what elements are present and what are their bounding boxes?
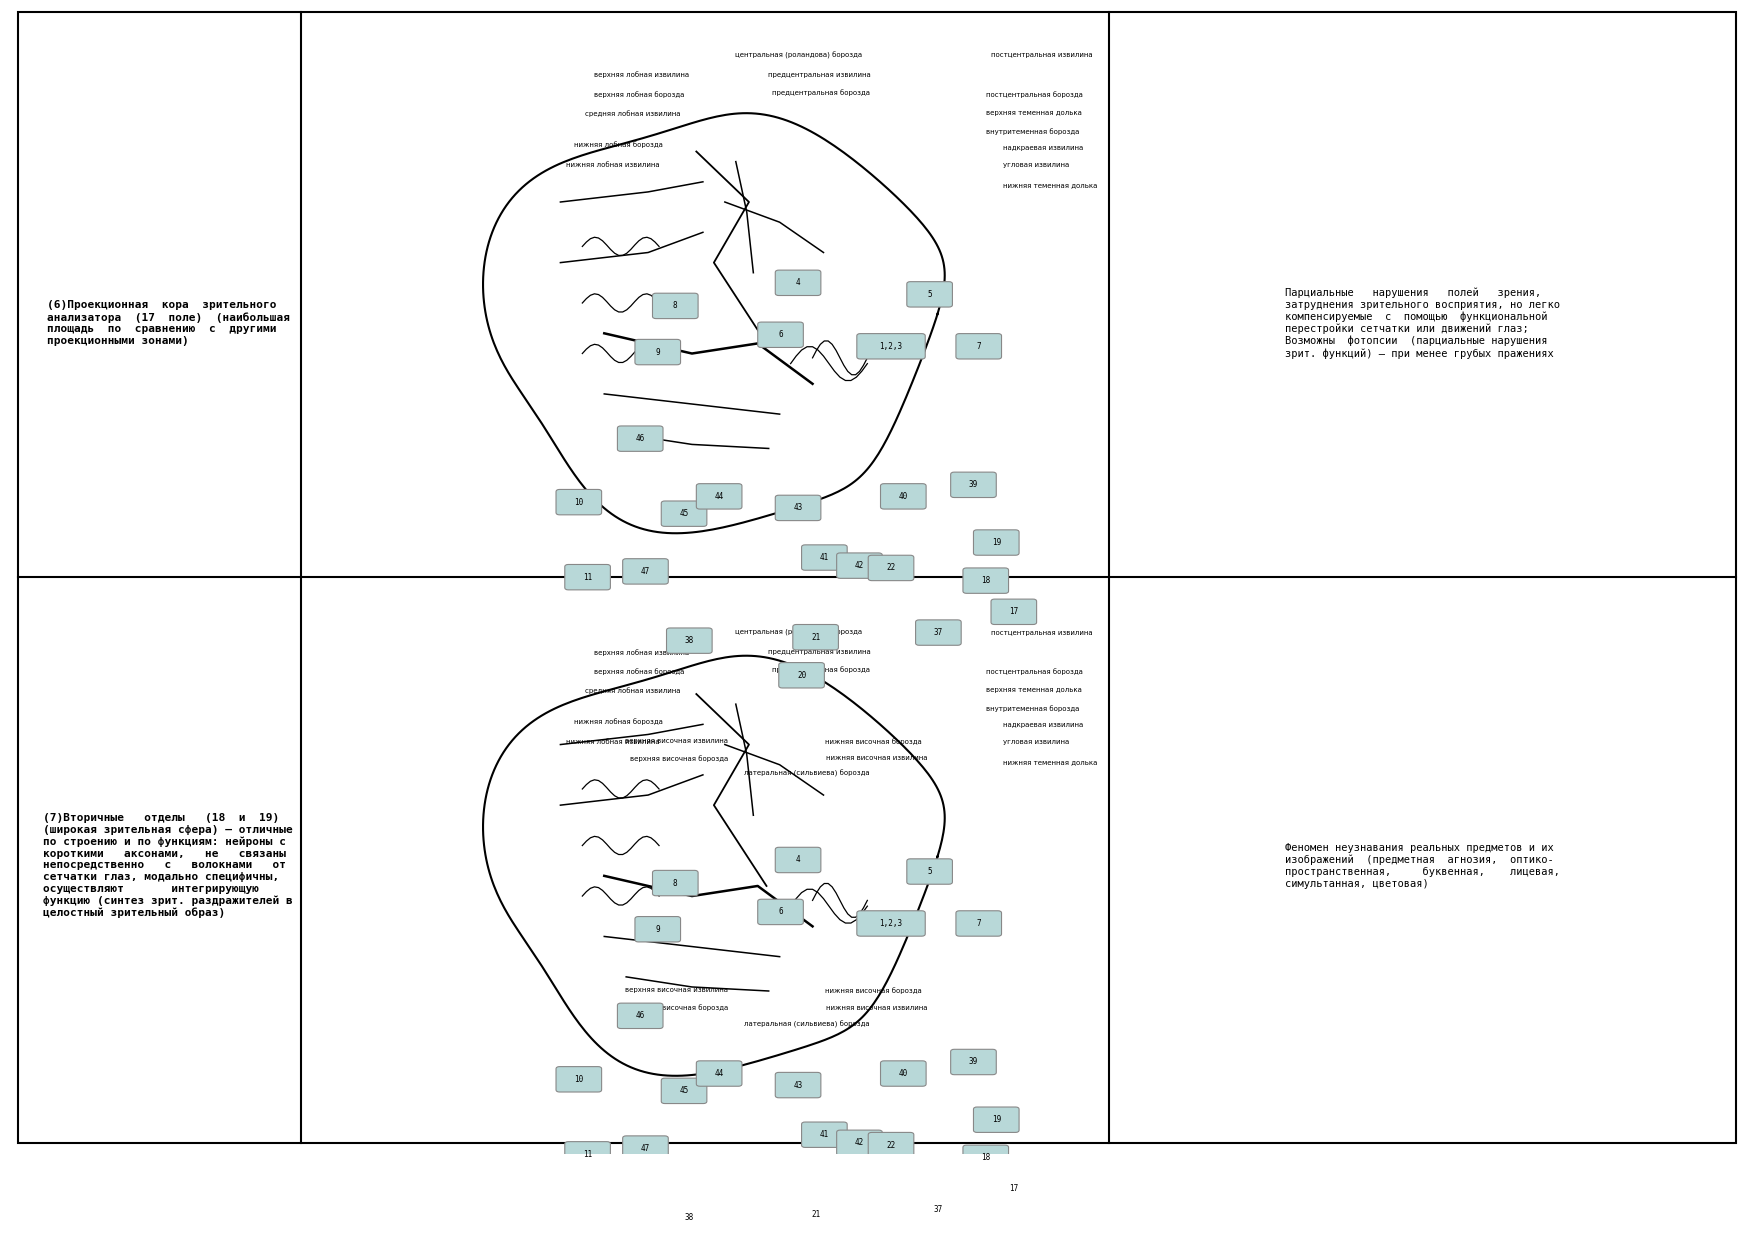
FancyBboxPatch shape: [758, 322, 803, 347]
Text: 9: 9: [656, 347, 660, 357]
Text: (7)Вторичные   отделы   (18  и  19)
(широкая зрительная сфера) – отличные
по стр: (7)Вторичные отделы (18 и 19) (широкая з…: [44, 813, 293, 918]
Text: 39: 39: [968, 1058, 979, 1066]
FancyBboxPatch shape: [793, 625, 838, 650]
Text: 1,2,3: 1,2,3: [879, 342, 903, 351]
FancyBboxPatch shape: [991, 599, 1037, 625]
Ellipse shape: [484, 653, 944, 1078]
Text: 8: 8: [674, 879, 677, 888]
FancyBboxPatch shape: [991, 1177, 1037, 1202]
Text: нижняя височная борозда: нижняя височная борозда: [824, 987, 923, 993]
FancyBboxPatch shape: [802, 544, 847, 570]
FancyBboxPatch shape: [907, 281, 952, 308]
Text: 10: 10: [574, 497, 584, 507]
FancyBboxPatch shape: [565, 1142, 610, 1167]
Text: нижняя лобная борозда: нижняя лобная борозда: [574, 718, 663, 725]
FancyBboxPatch shape: [837, 1130, 882, 1156]
Text: верхняя лобная извилина: верхняя лобная извилина: [595, 649, 689, 656]
FancyBboxPatch shape: [907, 859, 952, 884]
FancyBboxPatch shape: [951, 472, 996, 497]
FancyBboxPatch shape: [556, 1066, 602, 1092]
Text: 6: 6: [779, 330, 782, 340]
FancyBboxPatch shape: [775, 1073, 821, 1097]
Text: верхняя височная борозда: верхняя височная борозда: [630, 755, 728, 761]
FancyBboxPatch shape: [963, 1145, 1009, 1171]
FancyBboxPatch shape: [775, 270, 821, 295]
Text: средняя лобная извилина: средняя лобная извилина: [586, 687, 681, 693]
Text: нижняя теменная долька: нижняя теменная долька: [1003, 182, 1098, 187]
FancyBboxPatch shape: [793, 1202, 838, 1228]
Text: нижняя лобная извилина: нижняя лобная извилина: [567, 162, 660, 169]
FancyBboxPatch shape: [956, 910, 1002, 936]
Text: нижняя лобная извилина: нижняя лобная извилина: [567, 739, 660, 745]
FancyBboxPatch shape: [956, 334, 1002, 360]
Text: постцентральная борозда: постцентральная борозда: [986, 668, 1082, 676]
FancyBboxPatch shape: [856, 910, 924, 936]
Text: 19: 19: [991, 1115, 1002, 1125]
Text: 21: 21: [810, 632, 821, 641]
FancyBboxPatch shape: [916, 620, 961, 645]
Text: внутритеменная борозда: внутритеменная борозда: [986, 128, 1079, 135]
Text: 38: 38: [684, 1213, 695, 1223]
Text: предцентральная борозда: предцентральная борозда: [772, 666, 870, 673]
Text: 7: 7: [977, 342, 980, 351]
FancyBboxPatch shape: [779, 662, 824, 688]
FancyBboxPatch shape: [617, 427, 663, 451]
Text: 43: 43: [793, 503, 803, 512]
Text: 41: 41: [819, 1130, 830, 1140]
Text: 18: 18: [980, 1153, 991, 1162]
Text: 39: 39: [968, 480, 979, 490]
FancyBboxPatch shape: [623, 1136, 668, 1162]
FancyBboxPatch shape: [856, 334, 924, 360]
Text: 22: 22: [886, 563, 896, 573]
Text: 47: 47: [640, 567, 651, 575]
FancyBboxPatch shape: [951, 1049, 996, 1075]
Text: надкраевая извилина: надкраевая извилина: [1003, 722, 1084, 728]
FancyBboxPatch shape: [623, 559, 668, 584]
Text: внутритеменная борозда: внутритеменная борозда: [986, 706, 1079, 712]
Text: 42: 42: [854, 562, 865, 570]
Text: 1,2,3: 1,2,3: [879, 919, 903, 928]
Text: 21: 21: [810, 1210, 821, 1219]
Text: верхняя височная борозда: верхняя височная борозда: [630, 1004, 728, 1011]
Text: 8: 8: [674, 301, 677, 310]
Text: предцентральная извилина: предцентральная извилина: [768, 72, 870, 78]
Text: 38: 38: [684, 636, 695, 645]
Text: 6: 6: [779, 908, 782, 916]
Text: 7: 7: [977, 919, 980, 928]
Text: постцентральная извилина: постцентральная извилина: [991, 630, 1093, 636]
FancyBboxPatch shape: [837, 553, 882, 578]
Text: 45: 45: [679, 1086, 689, 1095]
FancyBboxPatch shape: [868, 1132, 914, 1158]
FancyBboxPatch shape: [696, 1061, 742, 1086]
Text: 46: 46: [635, 434, 645, 443]
Text: угловая извилина: угловая извилина: [1003, 162, 1070, 169]
FancyBboxPatch shape: [775, 847, 821, 873]
Text: центральная (роландова) борозда: центральная (роландова) борозда: [735, 52, 861, 60]
Text: 4: 4: [796, 278, 800, 288]
Text: постцентральная борозда: постцентральная борозда: [986, 92, 1082, 98]
Text: верхняя теменная долька: верхняя теменная долька: [986, 110, 1082, 117]
Text: 43: 43: [793, 1080, 803, 1090]
FancyBboxPatch shape: [775, 495, 821, 521]
Text: 10: 10: [574, 1075, 584, 1084]
FancyBboxPatch shape: [617, 1003, 663, 1028]
Text: центральная (роландова) борозда: центральная (роландова) борозда: [735, 629, 861, 636]
FancyBboxPatch shape: [973, 529, 1019, 556]
Text: надкраевая извилина: надкраевая извилина: [1003, 145, 1084, 151]
FancyBboxPatch shape: [661, 501, 707, 526]
Text: 42: 42: [854, 1138, 865, 1147]
Text: латеральная (сильвиева) борозда: латеральная (сильвиева) борозда: [744, 770, 870, 777]
FancyBboxPatch shape: [667, 1205, 712, 1230]
Text: постцентральная извилина: постцентральная извилина: [991, 52, 1093, 58]
Text: нижняя височная борозда: нижняя височная борозда: [824, 738, 923, 744]
FancyBboxPatch shape: [881, 484, 926, 510]
FancyBboxPatch shape: [635, 340, 681, 365]
Text: нижняя теменная долька: нижняя теменная долька: [1003, 759, 1098, 765]
Text: 37: 37: [933, 629, 944, 637]
Text: 44: 44: [714, 492, 724, 501]
FancyBboxPatch shape: [881, 1061, 926, 1086]
FancyBboxPatch shape: [667, 627, 712, 653]
FancyBboxPatch shape: [696, 484, 742, 510]
FancyBboxPatch shape: [868, 556, 914, 580]
Text: Феномен неузнавания реальных предметов и их
изображений  (предметная  агнозия,  : Феномен неузнавания реальных предметов и…: [1286, 843, 1561, 889]
